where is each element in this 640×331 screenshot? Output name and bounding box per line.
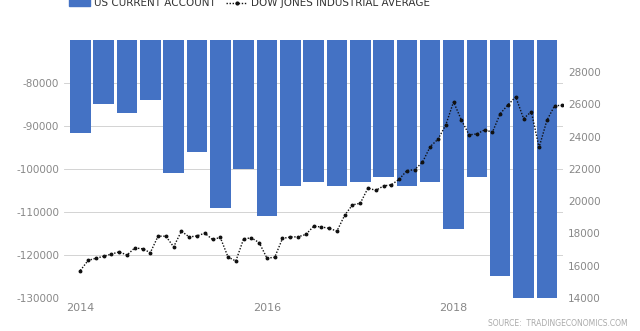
Bar <box>163 0 184 173</box>
Bar <box>140 0 161 100</box>
Bar <box>536 0 557 298</box>
Bar <box>280 0 301 186</box>
Bar <box>420 0 440 182</box>
Bar <box>70 0 91 133</box>
Bar <box>257 0 277 216</box>
Bar <box>373 0 394 177</box>
Text: SOURCE:  TRADINGECONOMICS.COM: SOURCE: TRADINGECONOMICS.COM <box>488 319 627 328</box>
Legend: US CURRENT ACCOUNT, DOW JONES INDUSTRIAL AVERAGE: US CURRENT ACCOUNT, DOW JONES INDUSTRIAL… <box>69 0 430 9</box>
Bar <box>326 0 347 186</box>
Bar <box>350 0 371 182</box>
Bar <box>444 0 464 229</box>
Bar <box>397 0 417 186</box>
Bar <box>303 0 324 182</box>
Bar <box>467 0 487 177</box>
Bar <box>210 0 230 208</box>
Bar <box>234 0 254 169</box>
Bar <box>490 0 511 276</box>
Bar <box>116 0 137 113</box>
Bar <box>187 0 207 152</box>
Bar <box>93 0 114 104</box>
Bar <box>513 0 534 315</box>
